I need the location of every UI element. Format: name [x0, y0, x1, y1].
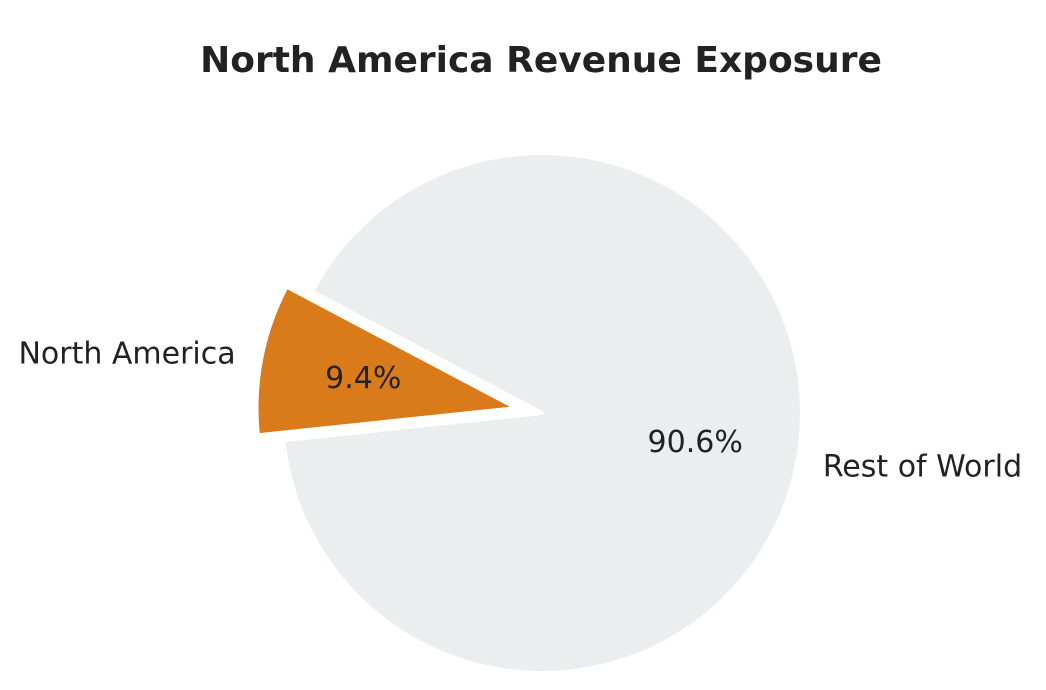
pie-pct-label: 9.4%: [325, 361, 401, 396]
pie-slice-north-america: [254, 284, 519, 438]
pie-pct-label: 90.6%: [648, 425, 743, 460]
pie-labels: 9.4% North America 90.6% Rest of World: [18, 336, 1022, 484]
pie-slices: [254, 151, 804, 675]
pie-category-label: North America: [18, 336, 235, 371]
pie-category-label: Rest of World: [823, 450, 1022, 485]
pie-slice-rest-of-world: [281, 151, 804, 675]
chart-title: North America Revenue Exposure: [200, 40, 882, 81]
